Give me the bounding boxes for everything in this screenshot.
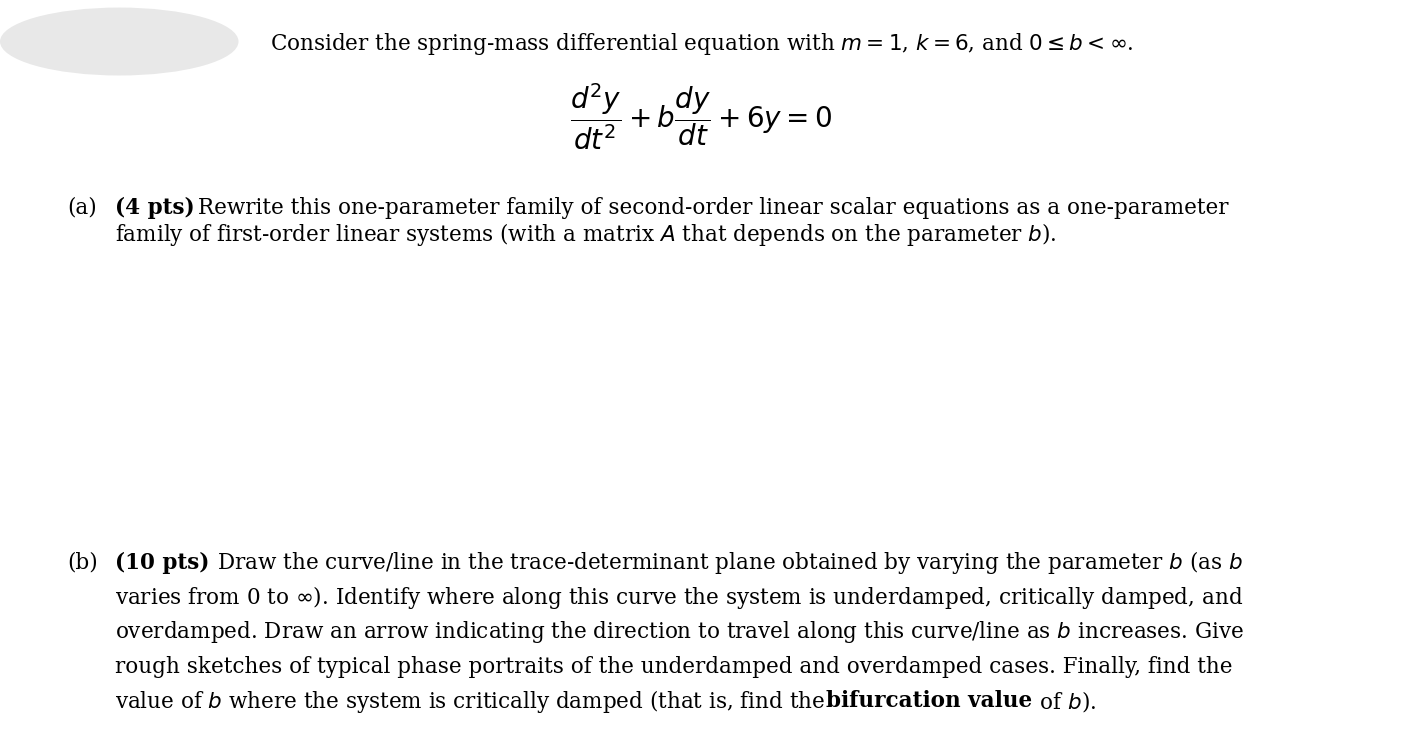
Text: Consider the spring-mass differential equation with $m = 1$, $k = 6$, and $0 \le: Consider the spring-mass differential eq… — [269, 31, 1134, 57]
Ellipse shape — [0, 8, 239, 76]
Text: rough sketches of typical phase portraits of the underdamped and overdamped case: rough sketches of typical phase portrait… — [115, 655, 1233, 678]
Text: overdamped. Draw an arrow indicating the direction to travel along this curve/li: overdamped. Draw an arrow indicating the… — [115, 619, 1244, 645]
Text: (10 pts): (10 pts) — [115, 551, 209, 574]
Text: Rewrite this one-parameter family of second-order linear scalar equations as a o: Rewrite this one-parameter family of sec… — [198, 196, 1228, 219]
Text: of $b$).: of $b$). — [1033, 689, 1096, 714]
Text: (b): (b) — [67, 551, 98, 574]
Text: (a): (a) — [67, 196, 97, 219]
Text: $\dfrac{d^2y}{dt^2} + b\dfrac{dy}{dt} + 6y = 0$: $\dfrac{d^2y}{dt^2} + b\dfrac{dy}{dt} + … — [571, 82, 832, 153]
Text: family of first-order linear systems (with a matrix $A$ that depends on the para: family of first-order linear systems (wi… — [115, 220, 1056, 248]
Text: Draw the curve/line in the trace-determinant plane obtained by varying the param: Draw the curve/line in the trace-determi… — [217, 549, 1243, 576]
Text: (4 pts): (4 pts) — [115, 196, 195, 219]
Text: varies from 0 to $\infty$). Identify where along this curve the system is underd: varies from 0 to $\infty$). Identify whe… — [115, 584, 1243, 611]
Text: value of $b$ where the system is critically damped (that is, find the: value of $b$ where the system is critica… — [115, 688, 826, 715]
Text: bifurcation value: bifurcation value — [826, 690, 1033, 713]
